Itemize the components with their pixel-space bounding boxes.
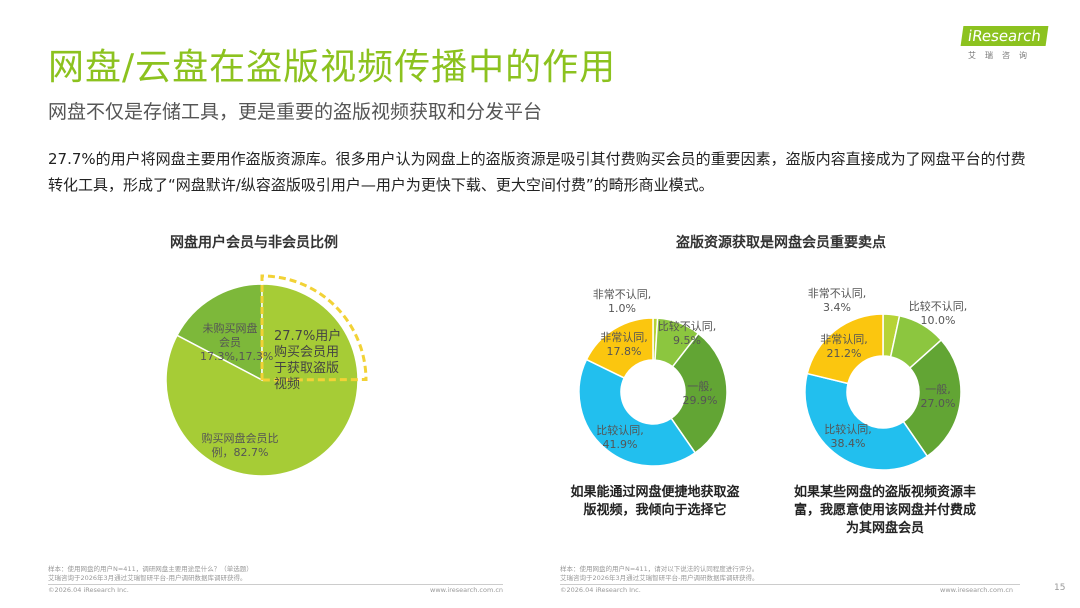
pie-chart-title: 网盘用户会员与非会员比例 xyxy=(170,235,338,251)
d2-label-2: 一般, 27.0% xyxy=(920,383,956,410)
annotation-piracy: 27.7%用户购买会员用于获取盗版视频 xyxy=(274,329,342,392)
donut-2-caption: 如果某些网盘的盗版视频资源丰富，我愿意使用该网盘并付费成为其网盘会员 xyxy=(793,485,976,536)
footer-copyright-left: ©2026.04 iResearch Inc. xyxy=(48,586,129,594)
label-non-member: 未购买网盘会员17.3%,17.3% xyxy=(200,322,274,363)
d2-label-0: 非常不认同, 3.4% xyxy=(807,287,867,314)
body-text: 27.7%的用户将网盘主要用作盗版资源库。很多用户认为网盘上的盗版资源是吸引其付… xyxy=(48,150,1026,194)
slice-3 xyxy=(804,372,929,471)
d2-label-3: 比较认同, 38.4% xyxy=(824,423,872,450)
footer-note-left-2: 艾瑞咨询于2026年3月通过艾瑞智研平台-用户调研数据库调研获得。 xyxy=(48,574,247,582)
footer-divider xyxy=(48,584,503,585)
d1-label-4: 非常认同, 17.8% xyxy=(600,331,648,358)
logo-subtext: 艾瑞咨询 xyxy=(968,51,1036,60)
page-title: 网盘/云盘在盗版视频传播中的作用 xyxy=(48,47,617,88)
footer-site-left: www.iresearch.com.cn xyxy=(430,586,504,594)
d2-label-4: 非常认同, 21.2% xyxy=(820,333,868,360)
footer-site-right: www.iresearch.com.cn xyxy=(940,586,1014,594)
slice-4 xyxy=(806,313,884,385)
footer-copyright-right: ©2026.04 iResearch Inc. xyxy=(560,586,641,594)
member-pie xyxy=(165,274,368,477)
d2-label-1: 比较不认同, 10.0% xyxy=(908,300,968,327)
donut-1-caption: 如果能通过网盘便捷地获取盗版视频，我倾向于选择它 xyxy=(570,485,740,518)
slice-0 xyxy=(176,283,263,382)
footer-divider xyxy=(560,584,1020,585)
footer-note-right-2: 艾瑞咨询于2026年3月通过艾瑞智研平台-用户调研数据库调研获得。 xyxy=(560,574,759,582)
page-number: 15 xyxy=(1054,583,1066,593)
slice-1 xyxy=(165,283,359,477)
footer-note-right-1: 样本：使用网盘的用户N=411，请对以下说法的认同程度进行评分。 xyxy=(560,565,759,573)
donut-chart-2 xyxy=(804,313,962,471)
footer-note-left-1: 样本：使用网盘的用户N=411，调研网盘主要用途是什么？（单选题） xyxy=(48,565,253,573)
d1-label-2: 一般, 29.9% xyxy=(682,380,718,407)
page-subtitle: 网盘不仅是存储工具，更是重要的盗版视频获取和分发平台 xyxy=(48,101,543,123)
d1-label-0: 非常不认同, 1.0% xyxy=(592,288,652,315)
donut-section-title: 盗版资源获取是网盘会员重要卖点 xyxy=(676,235,886,251)
iresearch-logo: iResearch 艾瑞咨询 xyxy=(960,26,1050,61)
slice-2 xyxy=(902,338,962,458)
slice-4 xyxy=(585,317,654,379)
donut-chart-1 xyxy=(578,317,728,467)
d1-label-1: 比较不认同, 9.5% xyxy=(657,320,717,347)
label-member: 购买网盘会员比例，82.7% xyxy=(201,432,279,459)
slice-2 xyxy=(670,332,728,454)
d1-label-3: 比较认同, 41.9% xyxy=(596,424,644,451)
slice-3 xyxy=(578,358,697,467)
